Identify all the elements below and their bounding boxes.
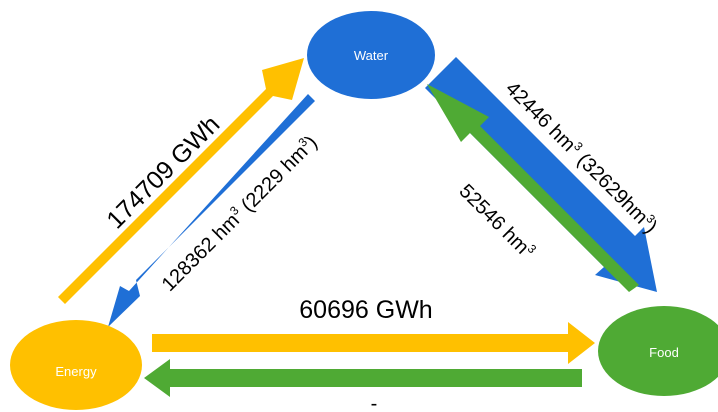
water-ellipse: [307, 11, 435, 99]
node-water: Water: [307, 11, 435, 99]
arrow-food-to-energy: [144, 359, 582, 397]
water-label: Water: [354, 48, 389, 63]
flow-label-energy-to-food: 60696 GWh: [299, 296, 432, 324]
node-energy: Energy: [10, 320, 142, 410]
arrow-water-to-energy: [108, 94, 315, 327]
flow-label-food-to-energy: -: [371, 393, 378, 412]
flow-water-to-energy-main: 128362 hm: [158, 210, 244, 296]
arrow-energy-to-food: [152, 322, 595, 364]
food-label: Food: [649, 345, 679, 360]
energy-ellipse: [10, 320, 142, 410]
flow-water-to-energy-paren: (2229 hm: [233, 141, 312, 220]
food-ellipse: [598, 306, 718, 396]
flow-label-energy-to-water: 174709 GWh: [101, 110, 225, 234]
arrow-water-to-food: [425, 57, 657, 292]
arrow-energy-to-water: [58, 58, 304, 304]
node-food: Food: [598, 306, 718, 396]
energy-label: Energy: [55, 364, 97, 379]
arrow-food-to-water: [427, 84, 639, 292]
flow-label-food-to-water: 52546 hm3: [455, 179, 540, 264]
flow-food-to-water-main: 52546 hm: [455, 180, 533, 258]
